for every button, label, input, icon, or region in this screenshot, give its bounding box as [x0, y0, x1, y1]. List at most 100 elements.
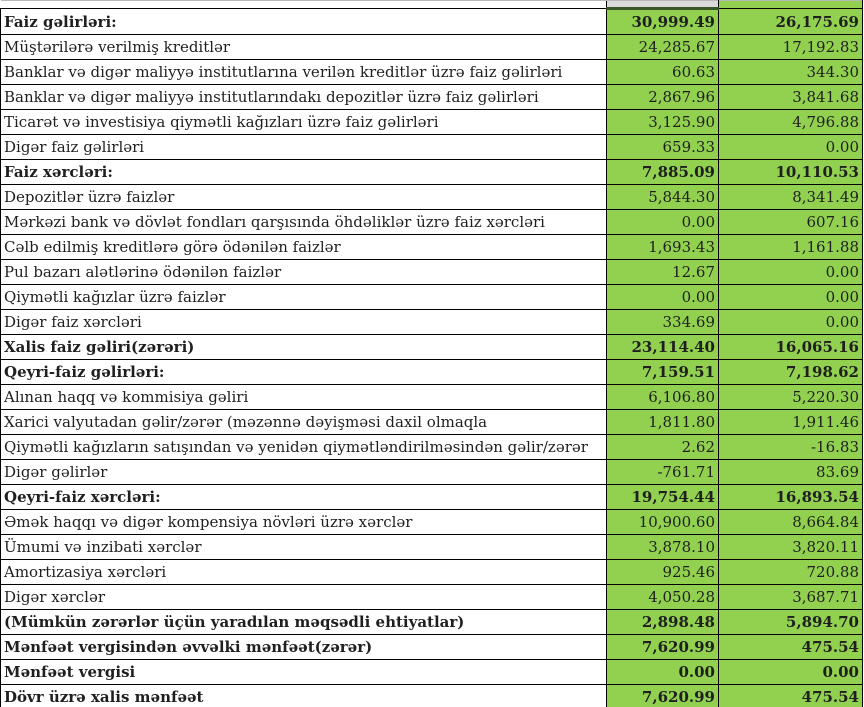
row-label-cell[interactable]: Xalis faiz gəliri(zərəri)	[0, 334, 607, 360]
partial-row-above	[0, 0, 863, 9]
table-row: Ümumi və inzibati xərclər 3,878.10 3,820.1…	[0, 534, 863, 560]
value-cell-col2[interactable]: 1,161.88	[718, 234, 863, 260]
value-cell-col1[interactable]: 4,050.28	[606, 584, 719, 610]
value-cell-col2[interactable]: 475.54	[718, 684, 863, 707]
table-row: Ticarət və investisiya qiymətli kağızlar…	[0, 109, 863, 135]
row-label-cell[interactable]: Digər xərclər	[0, 584, 607, 610]
value-cell-col2[interactable]: 0.00	[718, 134, 863, 160]
value-cell-col1[interactable]: 7,159.51	[606, 359, 719, 385]
row-label-cell[interactable]: Banklar və digər maliyyə institutlarına …	[0, 59, 607, 85]
row-label-cell[interactable]: Depozitlər üzrə faizlər	[0, 184, 607, 210]
value-cell-col2[interactable]: 16,065.16	[718, 334, 863, 360]
row-label-cell[interactable]: Dövr üzrə xalis mənfəət	[0, 684, 607, 707]
row-label-cell[interactable]: Digər gəlirlər	[0, 459, 607, 485]
value-cell-col2[interactable]: 3,820.11	[718, 534, 863, 560]
value-cell-col1[interactable]: 7,885.09	[606, 159, 719, 185]
value-cell-col1[interactable]: 12.67	[606, 259, 719, 285]
row-label-cell[interactable]: Qiymətli kağızlar üzrə faizlər	[0, 284, 607, 310]
value-cell-col1[interactable]: 10,900.60	[606, 509, 719, 535]
table-row: Mənfəət vergisi 0.00 0.00	[0, 659, 863, 685]
row-label-cell[interactable]: Faiz xərcləri:	[0, 159, 607, 185]
row-label-cell[interactable]: Xarici valyutadan gəlir/zərər (məzənnə d…	[0, 409, 607, 435]
table-row: Banklar və digər maliyyə institutlarına …	[0, 59, 863, 85]
value-cell-col2[interactable]: 0.00	[718, 659, 863, 685]
value-cell-col1[interactable]: 3,125.90	[606, 109, 719, 135]
value-cell-col2[interactable]: 4,796.88	[718, 109, 863, 135]
row-label-cell[interactable]: Digər faiz xərcləri	[0, 309, 607, 335]
value-cell-col2[interactable]: 8,664.84	[718, 509, 863, 535]
row-label-cell[interactable]: (Mümkün zərərlər üçün yaradılan məqsədli…	[0, 609, 607, 635]
value-cell-col2[interactable]: 720.88	[718, 559, 863, 585]
value-cell-col2[interactable]: 607.16	[718, 209, 863, 235]
value-cell-col1[interactable]: 334.69	[606, 309, 719, 335]
value-cell-col1[interactable]: -761.71	[606, 459, 719, 485]
table-body: Faiz gəlirləri: 30,999.49 26,175.69 Müştəri…	[0, 7, 863, 707]
value-cell-col2[interactable]: 26,175.69	[718, 8, 863, 35]
value-cell-col2[interactable]: -16.83	[718, 434, 863, 460]
row-label-cell[interactable]: Cəlb edilmiş kreditlərə görə ödənilən fa…	[0, 234, 607, 260]
row-label-cell[interactable]: Faiz gəlirləri:	[0, 8, 607, 35]
table-row: Qeyri-faiz gəlirləri: 7,159.51 7,198.62	[0, 359, 863, 385]
row-label-cell[interactable]: Əmək haqqı və digər kompensiya növləri ü…	[0, 509, 607, 535]
value-cell-col2[interactable]: 17,192.83	[718, 34, 863, 60]
table-row: Digər gəlirlər -761.71 83.69	[0, 459, 863, 485]
row-label-cell[interactable]: Pul bazarı alətlərinə ödənilən faizlər	[0, 259, 607, 285]
value-cell-col1[interactable]: 1,811.80	[606, 409, 719, 435]
value-cell-col1[interactable]: 0.00	[606, 209, 719, 235]
row-label-cell[interactable]: Müştərilərə verilmiş kreditlər	[0, 34, 607, 60]
table-row: Digər xərclər 4,050.28 3,687.71	[0, 584, 863, 610]
value-cell-col1[interactable]: 7,620.99	[606, 684, 719, 707]
value-cell-col1[interactable]: 24,285.67	[606, 34, 719, 60]
value-cell-col1[interactable]: 60.63	[606, 59, 719, 85]
value-cell-col2[interactable]: 3,687.71	[718, 584, 863, 610]
value-cell-col1[interactable]: 7,620.99	[606, 634, 719, 660]
row-label-cell[interactable]: Mərkəzi bank və dövlət fondları qarşısın…	[0, 209, 607, 235]
row-label-cell[interactable]: Amortizasiya xərcləri	[0, 559, 607, 585]
row-label-cell[interactable]: Digər faiz gəlirləri	[0, 134, 607, 160]
value-cell-col1[interactable]: 0.00	[606, 659, 719, 685]
value-cell-col1[interactable]: 2,867.96	[606, 84, 719, 110]
value-cell-col1[interactable]: 23,114.40	[606, 334, 719, 360]
value-cell-col1[interactable]: 3,878.10	[606, 534, 719, 560]
value-cell-col2[interactable]: 475.54	[718, 634, 863, 660]
value-cell-col2[interactable]: 0.00	[718, 259, 863, 285]
value-cell-col2[interactable]: 5,894.70	[718, 609, 863, 635]
row-label-cell[interactable]: Alınan haqq və kommisiya gəliri	[0, 384, 607, 410]
value-cell-col1[interactable]: 6,106.80	[606, 384, 719, 410]
table-row: Faiz gəlirləri: 30,999.49 26,175.69	[0, 7, 863, 35]
value-cell-col1[interactable]: 1,693.43	[606, 234, 719, 260]
value-cell-col2[interactable]: 10,110.53	[718, 159, 863, 185]
table-row: Banklar və digər maliyyə institutlarında…	[0, 84, 863, 110]
value-cell-col2[interactable]: 344.30	[718, 59, 863, 85]
value-cell-col2[interactable]: 7,198.62	[718, 359, 863, 385]
row-label-cell[interactable]: Mənfəət vergisindən əvvəlki mənfəət(zərə…	[0, 634, 607, 660]
row-label-cell[interactable]: Ticarət və investisiya qiymətli kağızlar…	[0, 109, 607, 135]
value-cell-col1[interactable]: 30,999.49	[606, 7, 719, 35]
value-cell-col1[interactable]: 19,754.44	[606, 484, 719, 510]
partial-cell-green	[718, 0, 863, 9]
value-cell-col1[interactable]: 2.62	[606, 434, 719, 460]
row-label-cell[interactable]: Ümumi və inzibati xərclər	[0, 534, 607, 560]
value-cell-col1[interactable]: 925.46	[606, 559, 719, 585]
value-cell-col2[interactable]: 3,841.68	[718, 84, 863, 110]
value-cell-col2[interactable]: 8,341.49	[718, 184, 863, 210]
value-cell-col2[interactable]: 0.00	[718, 309, 863, 335]
row-label-cell[interactable]: Qiymətli kağızların satışından və yenidə…	[0, 434, 607, 460]
value-cell-col1[interactable]: 5,844.30	[606, 184, 719, 210]
table-row: Xarici valyutadan gəlir/zərər (məzənnə d…	[0, 409, 863, 435]
table-row: Digər faiz xərcləri 334.69 0.00	[0, 309, 863, 335]
value-cell-col2[interactable]: 83.69	[718, 459, 863, 485]
value-cell-col2[interactable]: 0.00	[718, 284, 863, 310]
row-label-cell[interactable]: Mənfəət vergisi	[0, 659, 607, 685]
value-cell-col2[interactable]: 1,911.46	[718, 409, 863, 435]
value-cell-col1[interactable]: 0.00	[606, 284, 719, 310]
value-cell-col2[interactable]: 5,220.30	[718, 384, 863, 410]
value-cell-col2[interactable]: 16,893.54	[718, 484, 863, 510]
partial-cell-label	[0, 0, 607, 9]
row-label-cell[interactable]: Qeyri-faiz gəlirləri:	[0, 359, 607, 385]
value-cell-col1[interactable]: 2,898.48	[606, 609, 719, 635]
row-label-cell[interactable]: Qeyri-faiz xərcləri:	[0, 484, 607, 510]
value-cell-col1[interactable]: 659.33	[606, 134, 719, 160]
row-label-cell[interactable]: Banklar və digər maliyyə institutlarında…	[0, 84, 607, 110]
